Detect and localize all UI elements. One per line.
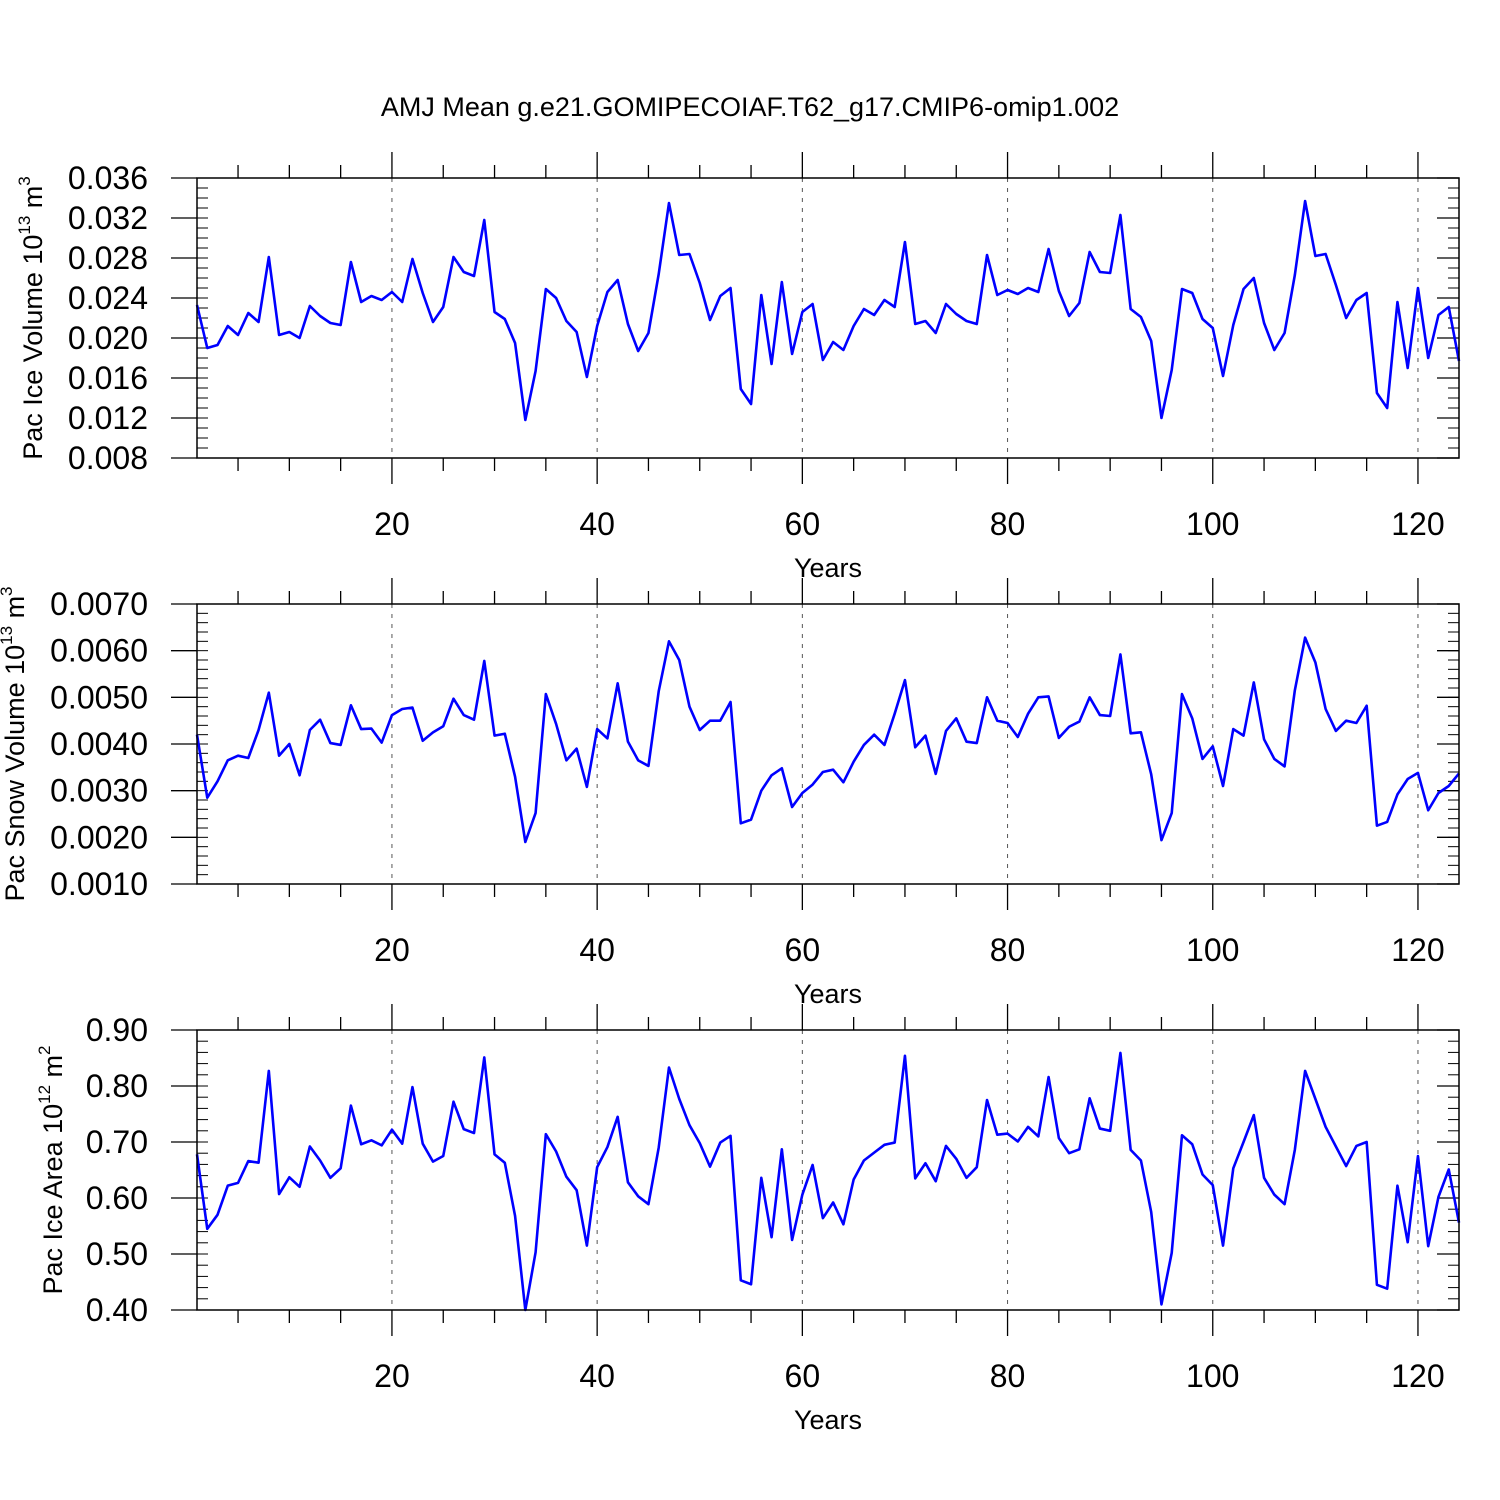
x-tick-label: 20	[374, 1358, 410, 1394]
y-tick-label: 0.020	[68, 320, 148, 356]
x-tick-label: 80	[990, 1358, 1026, 1394]
plot-frame	[196, 177, 1460, 459]
y-tick-label: 0.0040	[50, 726, 148, 762]
x-tick-label: 120	[1391, 932, 1444, 968]
x-tick-label: 20	[374, 932, 410, 968]
x-tick-label: 120	[1391, 506, 1444, 542]
series-line-2	[195, 636, 1461, 844]
y-tick-label: 0.012	[68, 400, 148, 436]
series-line-1	[195, 199, 1461, 422]
x-tick-label: 100	[1186, 506, 1239, 542]
y-axis-label-unit: m	[18, 186, 48, 216]
y-axis-label-exp: 12	[35, 1085, 54, 1104]
x-axis-label: Years	[794, 979, 862, 1009]
y-axis-label-exp: 13	[0, 626, 16, 645]
y-axis-label-base: Pac Ice Volume 10	[18, 235, 48, 460]
x-tick-label: 100	[1186, 932, 1239, 968]
x-tick-label: 60	[785, 932, 821, 968]
y-tick-label: 0.008	[68, 440, 148, 476]
y-tick-label: 0.0010	[50, 866, 148, 902]
y-axis-label-base: Pac Snow Volume 10	[0, 645, 30, 902]
x-tick-label: 40	[579, 1358, 615, 1394]
y-tick-label: 0.016	[68, 360, 148, 396]
panel-1: 0.008 0.012 0.016 0.020 0.024 0.028 0.032 0.036…	[15, 152, 1461, 583]
plot-frame	[196, 1029, 1460, 1311]
y-axis-label-base: Pac Ice Area 10	[38, 1104, 68, 1295]
y-tick-label: 0.0030	[50, 773, 148, 809]
y-tick-label: 0.024	[68, 280, 148, 316]
y-tick-label: 0.0020	[50, 819, 148, 855]
x-tick-label: 80	[990, 506, 1026, 542]
y-tick-label: 0.036	[68, 160, 148, 196]
y-tick-label: 0.70	[86, 1124, 148, 1160]
series-line-3	[195, 1051, 1461, 1312]
y-axis-label-unit: m	[38, 1055, 68, 1085]
y-tick-label: 0.50	[86, 1236, 148, 1272]
y-tick-label: 0.0050	[50, 679, 148, 715]
y-tick-label: 0.0070	[50, 586, 148, 622]
y-tick-label: 0.40	[86, 1292, 148, 1328]
y-axis-label-unit-exp: 3	[0, 586, 16, 595]
y-tick-label: 0.0060	[50, 633, 148, 669]
panel-2: 0.0010 0.0020 0.0030 0.0040 0.0050 0.0060 0.00…	[0, 578, 1461, 1009]
y-tick-label: 0.80	[86, 1068, 148, 1104]
y-tick-label: 0.90	[86, 1012, 148, 1048]
x-tick-label: 20	[374, 506, 410, 542]
y-tick-label: 0.028	[68, 240, 148, 276]
y-axis-label-exp: 13	[15, 216, 34, 235]
y-axis-label: Pac Ice Area 1012 m2	[35, 1045, 68, 1294]
plot-frame	[196, 603, 1460, 885]
y-axis-label: Pac Ice Volume 1013 m3	[15, 176, 48, 460]
x-axis-label: Years	[794, 553, 862, 583]
y-tick-label: 0.032	[68, 200, 148, 236]
y-axis-label-unit: m	[0, 596, 30, 626]
x-tick-label: 120	[1391, 1358, 1444, 1394]
panel-3: 0.40 0.50 0.60 0.70 0.80 0.90 20 40 60 80 100 120 Ye…	[35, 1004, 1461, 1435]
x-tick-label: 60	[785, 506, 821, 542]
panels: 0.008 0.012 0.016 0.020 0.024 0.028 0.032 0.036…	[0, 152, 1461, 1435]
x-tick-label: 80	[990, 932, 1026, 968]
x-tick-label: 60	[785, 1358, 821, 1394]
x-tick-label: 40	[579, 932, 615, 968]
y-axis-label: Pac Snow Volume 1013 m3	[0, 586, 30, 901]
y-axis-label-unit-exp: 2	[35, 1045, 54, 1054]
y-axis-label-unit-exp: 3	[15, 176, 34, 185]
x-tick-label: 40	[579, 506, 615, 542]
y-tick-label: 0.60	[86, 1180, 148, 1216]
x-tick-label: 100	[1186, 1358, 1239, 1394]
figure-title: AMJ Mean g.e21.GOMIPECOIAF.T62_g17.CMIP6…	[381, 92, 1119, 122]
x-axis-label: Years	[794, 1405, 862, 1435]
